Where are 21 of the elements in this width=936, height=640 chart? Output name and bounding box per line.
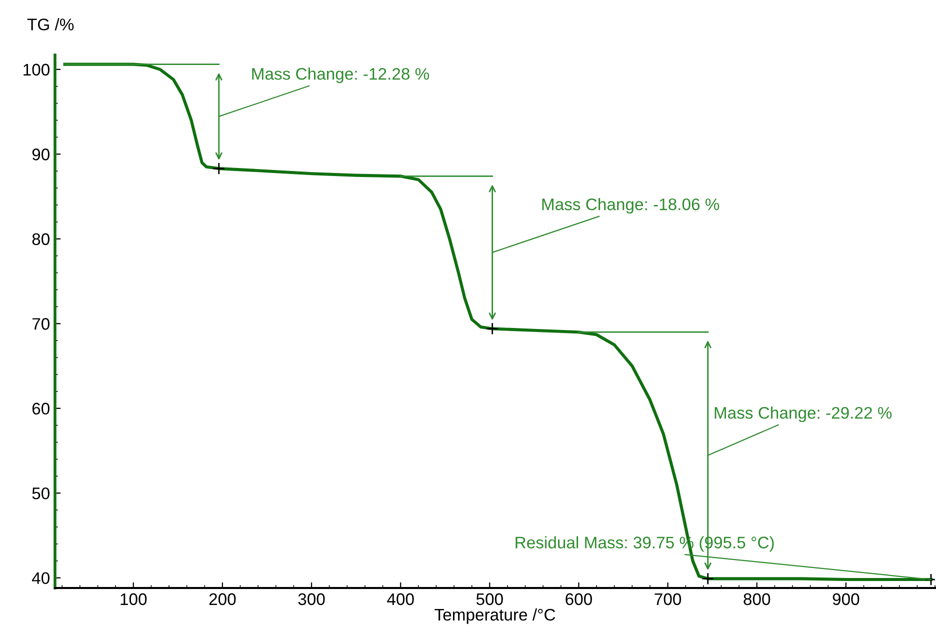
x-tick-label: 100	[120, 593, 147, 606]
y-tick-label: 40	[32, 572, 50, 584]
x-tick-label: 300	[298, 593, 325, 606]
y-tick-label: 100	[24, 64, 50, 76]
x-tick-label: 900	[832, 593, 860, 606]
x-axis-title: Temperature /°C	[434, 608, 556, 624]
y-tick-label: 70	[32, 318, 50, 330]
x-tick-label: 700	[654, 593, 682, 606]
annotation: Mass Change: -18.06 %	[542, 198, 720, 214]
y-axis-title: TG /%	[27, 18, 74, 30]
annotation: Mass Change: -12.28 %	[252, 68, 430, 84]
y-tick-label: 50	[32, 487, 50, 500]
y-tick-label: 90	[32, 148, 50, 160]
x-tick-label: 600	[566, 593, 592, 606]
x-tick-label: 400	[387, 593, 414, 606]
y-tick-label: 80	[32, 233, 50, 246]
x-tick-label: 500	[476, 593, 503, 606]
y-tick-label: 60	[32, 402, 50, 415]
annotation: Mass Change: -29.22 %	[714, 406, 892, 422]
x-tick-label: 200	[209, 593, 236, 606]
x-tick-label: 800	[744, 593, 770, 606]
